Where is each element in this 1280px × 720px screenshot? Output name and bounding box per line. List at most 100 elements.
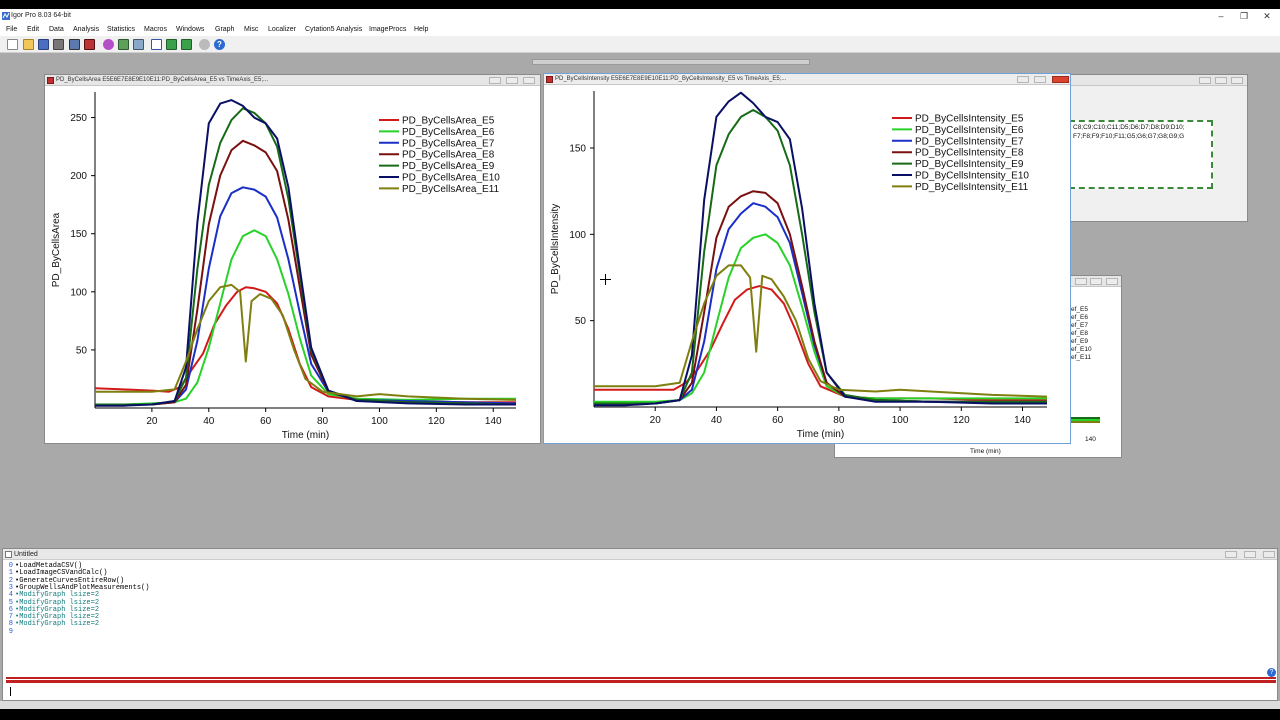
series-line-E10[interactable] [594,91,1047,407]
menu-macros[interactable]: Macros [144,26,167,33]
text-caret [10,687,11,696]
menu-help[interactable]: Help [414,26,429,33]
small-graph-close[interactable] [1106,278,1118,285]
legend-entry: PD_ByCellsArea_E5 [402,116,495,127]
area-graph-close[interactable] [523,77,535,84]
menu-edit[interactable]: Edit [27,26,40,33]
history-line[interactable]: 5 •ModifyGraph lsize=2 [3,598,100,607]
legend-entry: PD_ByCellsIntensity_E9 [915,159,1024,170]
x-tick-label: 20 [146,416,158,427]
command-close[interactable] [1263,551,1275,558]
series-line-E7[interactable] [594,202,1047,405]
menu-localizer[interactable]: Localizer [268,26,297,33]
small-legend-entry: ef_E5 [1071,306,1088,313]
history-command: •ModifyGraph lsize=2 [15,620,100,629]
zoom-icon[interactable] [151,39,162,50]
menu-file[interactable]: File [6,26,18,33]
history-line[interactable]: 6 •ModifyGraph lsize=2 [3,606,99,614]
series-line-E11[interactable] [594,264,1048,398]
history-line[interactable]: 8 •ModifyGraph lsize=2 [3,620,100,629]
history-line[interactable]: 1 •LoadImageCSVandCalc() [3,569,108,577]
crosshair-cursor-icon [600,274,611,285]
back-window-minimize[interactable] [1199,77,1211,84]
command-divider [6,677,1276,679]
menu-data[interactable]: Data [49,26,64,33]
series-line-E6[interactable] [594,233,1047,403]
history-line[interactable]: 4 •ModifyGraph lsize=2 [3,591,100,600]
open-icon[interactable] [23,39,34,50]
intensity-graph-restore[interactable] [1034,76,1046,83]
arrow-left-icon[interactable] [166,39,177,50]
image-icon[interactable] [118,39,129,50]
arrow-right-icon[interactable] [181,39,192,50]
series-line-E11[interactable] [95,283,517,401]
minimize-button[interactable]: – [1218,11,1224,21]
history-line[interactable]: 9 [3,628,15,636]
history-command: •ModifyGraph lsize=2 [15,598,100,607]
restore-button[interactable]: ❐ [1239,11,1249,21]
command-restore[interactable] [1244,551,1256,558]
legend-entry: PD_ByCellsIntensity_E6 [915,125,1024,136]
menu-windows[interactable]: Windows [176,26,205,33]
menu-statistics[interactable]: Statistics [107,26,136,33]
history-line[interactable]: 2 •GenerateCurvesEntireRow() [3,577,124,585]
menu-imageprocs[interactable]: ImageProcs [369,26,407,33]
back-window-restore[interactable] [1215,77,1227,84]
command-minimize[interactable] [1225,551,1237,558]
intensity-graph-window[interactable]: PD_ByCellsIntensity E5E6E7E8E9E10E11:PD_… [543,73,1071,444]
history-line-number: 8 [8,620,13,629]
small-graph-restore[interactable] [1090,278,1102,285]
small-legend-entry: ef_E11 [1071,354,1092,361]
back-window[interactable]: C8;C9;C10;C11;D5;D6;D7;D8;D9;D10; F7;F8;… [1068,74,1248,222]
legend-entry: PD_ByCellsIntensity_E11 [915,182,1029,193]
command-window[interactable]: Untitled 0 •LoadMetadaCSV() 1 •LoadImageCSV… [2,548,1278,701]
gear-icon[interactable] [199,39,210,50]
menu-bar: File Edit Data Analysis Statistics Macro… [0,24,1280,36]
wells-list-box[interactable]: C8;C9;C10;C11;D5;D6;D7;D8;D9;D10; F7;F8;… [1069,120,1213,189]
help-icon[interactable]: ? [214,39,225,50]
menu-analysis[interactable]: Analysis [73,26,100,33]
area-graph-restore[interactable] [506,77,518,84]
intensity-chart[interactable]: 20 40 60 80 100 120 140 50 100 150 Time (min) PD_By… [544,85,1071,443]
globe-icon[interactable] [103,39,114,50]
intensity-graph-minimize[interactable] [1017,76,1029,83]
x-axis-label: Time (min) [797,429,844,440]
intensity-graph-close[interactable] [1052,76,1069,83]
history-command: •ModifyGraph lsize=2 [15,591,100,600]
graph-window-icon [546,76,553,83]
series-line-E7[interactable] [95,186,517,406]
history-line[interactable]: 7 •ModifyGraph lsize=2 [3,613,99,621]
intensity-graph-title: PD_ByCellsIntensity E5E6E7E8E9E10E11:PD_… [555,76,787,82]
table-icon[interactable] [69,39,80,50]
history-line[interactable]: 3 •GroupWellsAndPlotMeasurements() [3,583,150,592]
wells-line-2: F7;F8;F9;F10;F11;G5;G6;G7;G8;G9;G [1073,133,1185,140]
menu-misc[interactable]: Misc [244,26,259,33]
camera-icon[interactable] [133,39,144,50]
save-icon[interactable] [38,39,49,50]
new-icon[interactable] [7,39,18,50]
area-graph-minimize[interactable] [489,77,501,84]
y-tick-label: 100 [70,287,87,298]
history-command: •GroupWellsAndPlotMeasurements() [15,583,150,592]
series-line-E10[interactable] [95,99,516,407]
area-graph-window[interactable]: PD_ByCellsArea E5E6E7E8E9E10E11:PD_ByCel… [44,74,541,444]
close-button[interactable]: ✕ [1263,11,1271,21]
history-line[interactable]: 0 •LoadMetadaCSV() [3,562,82,570]
command-history[interactable]: 0 •LoadMetadaCSV() 1 •LoadImageCSVandCalc()… [3,562,1263,675]
print-icon[interactable] [53,39,64,50]
legend-entry: PD_ByCellsIntensity_E8 [915,148,1024,159]
y-axis-label: PD_ByCellsArea [51,212,62,287]
area-chart[interactable]: 20 40 60 80 100 120 140 50 100 150 200 250 Time (min… [45,86,541,443]
legend-entry: PD_ByCellsIntensity_E7 [915,136,1024,147]
wells-line-1: C8;C9;C10;C11;D5;D6;D7;D8;D9;D10; [1073,124,1185,131]
back-window-close[interactable] [1231,77,1243,84]
small-graph-traces [1065,417,1100,423]
help-badge-icon[interactable]: ? [1267,668,1276,677]
app-titlebar: Igor Pro 8.03 64-bit – ❐ ✕ [0,9,1280,24]
small-graph-minimize[interactable] [1075,278,1087,285]
menu-cytation5-analysis[interactable]: Cytation5 Analysis [305,26,363,33]
command-input[interactable] [6,680,1276,700]
back-window-titlebar [1069,75,1247,86]
layout-icon[interactable] [84,39,95,50]
menu-graph[interactable]: Graph [215,26,235,33]
